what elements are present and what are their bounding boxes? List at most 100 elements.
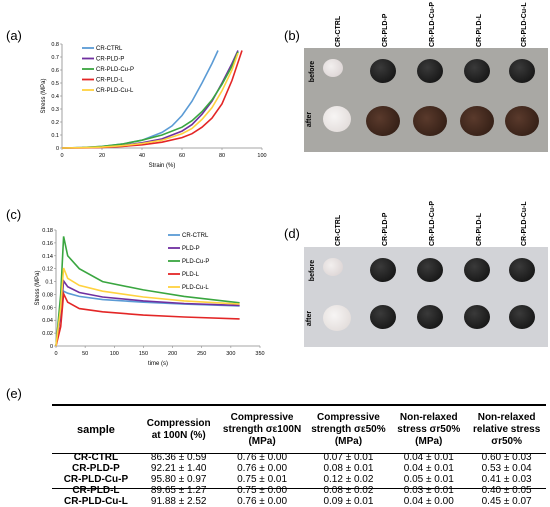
table-row: CR-CTRL 86.36 ± 0.59 0.76 ± 0.00 0.07 ± 0.0… [52,452,546,463]
legend-label: CR-PLD-Cu-P [96,67,134,73]
table-cell-value: 0.53 ± 0.04 [481,463,532,474]
x-tick-label: 20 [99,153,105,159]
y-tick-label: 0.1 [45,280,53,286]
legend-label: PLD-L [182,272,200,278]
sample-disc [413,106,447,136]
x-tick-label: 350 [255,351,264,357]
x-tick-label: 100 [110,351,119,357]
legend-label: CR-CTRL [182,233,209,239]
series-line-cr-pld-cu-l [61,52,239,149]
panel-label-d: (d) [284,226,300,241]
legend-label: PLD-P [182,246,200,252]
x-tick-label: 40 [139,153,145,159]
x-tick-label: 80 [219,153,225,159]
y-axis-label: Stress (MPa) [35,270,41,305]
legend-label: PLD-Cu-P [182,259,209,265]
y-tick-label: 0.14 [42,254,53,260]
sample-disc [417,258,443,282]
sample-disc [370,258,396,282]
photo-column-label: CR-PLD-L [476,212,483,246]
table-cell-value: 0.45 ± 0.07 [481,496,532,507]
y-tick-label: 0.8 [51,42,59,48]
panel-label-a: (a) [6,28,22,43]
legend-label: CR-CTRL [96,46,123,52]
photo-column-label: CR-PLD-Cu-P [429,200,436,246]
legend-label: CR-PLD-L [96,78,124,84]
photo-column-label: CR-PLD-P [382,212,389,246]
sample-disc [417,59,443,83]
x-axis-label: Strain (%) [149,163,176,169]
legend-label: PLD-Cu-L [182,285,209,291]
photo-column-label: CR-PLD-P [382,13,389,47]
table-cell-sample: CR-PLD-Cu-P [63,474,129,485]
table-cell-value: 0.04 ± 0.01 [403,452,454,463]
y-tick-label: 0.04 [42,318,53,324]
panel-label-b: (b) [284,28,300,43]
series-line-pld-cu-p [55,236,240,347]
y-tick-label: 0.16 [42,241,53,247]
table-cell-sample: CR-CTRL [73,452,119,463]
photo-row-label-before: before [309,259,317,282]
table-row: CR-PLD-Cu-L 91.88 ± 2.52 0.76 ± 0.00 0.09 ±… [52,496,546,507]
y-tick-label: 0.02 [42,331,53,337]
table-cell-value: 0.08 ± 0.01 [323,463,374,474]
x-tick-label: 100 [257,153,266,159]
y-tick-label: 0.18 [42,228,53,234]
y-tick-label: 0.2 [51,120,59,126]
table-header-rule [52,453,546,454]
photo-panel-b: before after [304,48,548,152]
x-tick-label: 0 [54,351,57,357]
results-table: sample Compression at 100N (%) Compressi… [52,408,546,507]
y-tick-label: 0.5 [51,81,59,87]
photo-column-label: CR-PLD-Cu-L [521,201,528,246]
y-tick-label: 0 [50,344,53,350]
table-cell-sample: CR-PLD-Cu-L [63,496,128,507]
x-tick-label: 50 [82,351,88,357]
photo-row-label-before: before [309,60,317,83]
sample-disc [323,59,343,77]
table-header-compression: Compression at 100N (%) [146,418,211,441]
chart-a-stress-strain: 0 0.1 0.2 0.3 0.4 0.5 0.6 0.7 0.8 0 20 40 60 80 100 Str… [41,42,267,169]
sample-disc [505,106,539,136]
panel-label-c: (c) [6,207,22,222]
sample-disc [464,305,490,329]
panel-label-e: (e) [6,386,22,401]
x-tick-label: 300 [226,351,235,357]
table-cell-value: 0.76 ± 0.00 [237,452,288,463]
table-header-sample: sample [76,424,115,436]
y-tick-label: 0.6 [51,68,59,74]
series-line-pld-cu-l [55,267,240,347]
y-tick-label: 0.3 [51,107,59,113]
table-row: CR-PLD-P 92.21 ± 1.40 0.76 ± 0.00 0.08 ± 0.… [52,463,546,474]
photo-column-label: CR-CTRL [335,15,342,47]
photo-row-label-after: after [306,310,314,327]
sample-disc [464,258,490,282]
x-axis-label: time (s) [148,361,168,367]
sample-disc [366,106,400,136]
table-cell-value: 0.41 ± 0.03 [481,474,532,485]
table-cell-value: 0.05 ± 0.01 [403,474,454,485]
table-cell-value: 0.09 ± 0.01 [323,496,374,507]
table-cell-value: 0.04 ± 0.01 [403,463,454,474]
legend-label: CR-PLD-Cu-L [96,88,134,94]
table-cell-value: 86.36 ± 0.59 [150,452,207,463]
table-header-strength-100n: Compressive strength σε100N (MPa) [222,412,302,447]
table-header-non-relaxed: Non-relaxed stress σr50% (MPa) [397,412,461,447]
x-tick-label: 150 [139,351,148,357]
sample-disc [509,59,535,83]
series-line-cr-ctrl [61,50,219,149]
x-tick-label: 200 [168,351,177,357]
photo-column-label: CR-CTRL [335,214,342,246]
sample-disc [370,305,396,329]
table-header-relative-stress: Non-relaxed relative stress σr50% [472,412,541,447]
sample-disc [509,258,535,282]
sample-disc [460,106,494,136]
table-row: CR-PLD-Cu-P 95.80 ± 0.97 0.75 ± 0.01 0.12 ±… [52,474,546,485]
table-cell-value: 95.80 ± 0.97 [150,474,207,485]
y-tick-label: 0 [56,146,59,152]
table-cell-value: 0.07 ± 0.01 [323,452,374,463]
table-cell-value: 0.04 ± 0.00 [403,496,454,507]
table-header-strength-50: Compressive strength σε50% (MPa) [311,412,386,447]
table-cell-value: 0.75 ± 0.01 [237,474,288,485]
sample-disc [323,106,351,132]
